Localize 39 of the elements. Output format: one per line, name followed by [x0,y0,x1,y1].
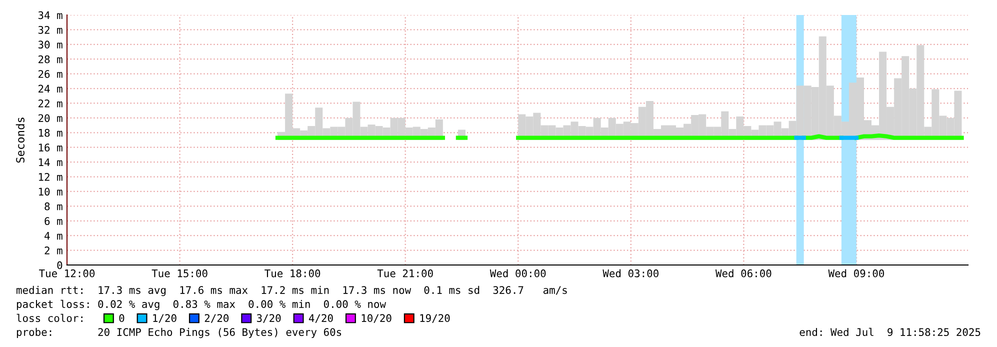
x-tick-label: Tue 18:00 [264,269,320,278]
y-tick-label: 4 m [44,232,62,240]
y-tick-label: 24 m [38,84,62,93]
y-tick-label: 12 m [39,173,62,181]
legend-label: 10/20 [362,314,392,323]
x-tick-label: Wed 09:00 [828,269,884,278]
y-tick-label: 6 m [44,217,62,226]
text: end: Wed Jul 9 11:58:25 2025 [800,328,980,336]
y-tick-label: 22 m [38,99,62,108]
x-tick-label: Wed 06:00 [715,269,772,278]
x-tick-label: Tue 21:00 [377,269,433,278]
legend-label: 1/20 [153,314,176,323]
y-tick-label: 0 [57,261,62,270]
legend-label: 4/20 [308,314,333,323]
legend-label: 3/20 [256,314,281,323]
y-tick-label: 32 m [38,26,62,34]
y-tick-label: 8 m [44,202,62,210]
text: probe: 20 ICMP Echo Pings (56 Bytes) every 60s [16,328,342,338]
x-tick-label: Tue 15:00 [152,269,208,278]
x-tick-label: Tue 12:00 [39,269,95,278]
y-tick-label: 14 m [39,158,62,166]
legend-label: 0 [119,314,124,322]
y-tick-label: 34 m [38,11,62,20]
text: packet loss: 0.02 % avg 0.83 % max 0.00 % min 0.00 % now [16,300,386,310]
y-tick-label: 10 m [39,188,62,196]
y-tick-label: 28 m [38,55,62,64]
y-tick-label: 16 m [39,144,62,152]
legend-label: 2/20 [204,314,229,323]
x-tick-label: Wed 03:00 [602,269,658,278]
y-tick-label: 20 m [38,114,62,122]
y-tick-label: 26 m [38,70,62,78]
legend-title: loss color: [16,314,82,322]
legend-label: 19/20 [420,314,450,323]
x-tick-label: Wed 00:00 [490,269,546,278]
y-tick-label: 30 m [38,40,62,49]
y-tick-label: 2 m [44,246,62,254]
y-axis-title: Seconds [16,118,24,163]
y-tick-label: 18 m [39,128,62,137]
text: median rtt: 17.3 ms avg 17.6 ms max 17.2 ms min 17.3 ms now 0.1 ms sd 326.7 am/s [16,286,567,296]
